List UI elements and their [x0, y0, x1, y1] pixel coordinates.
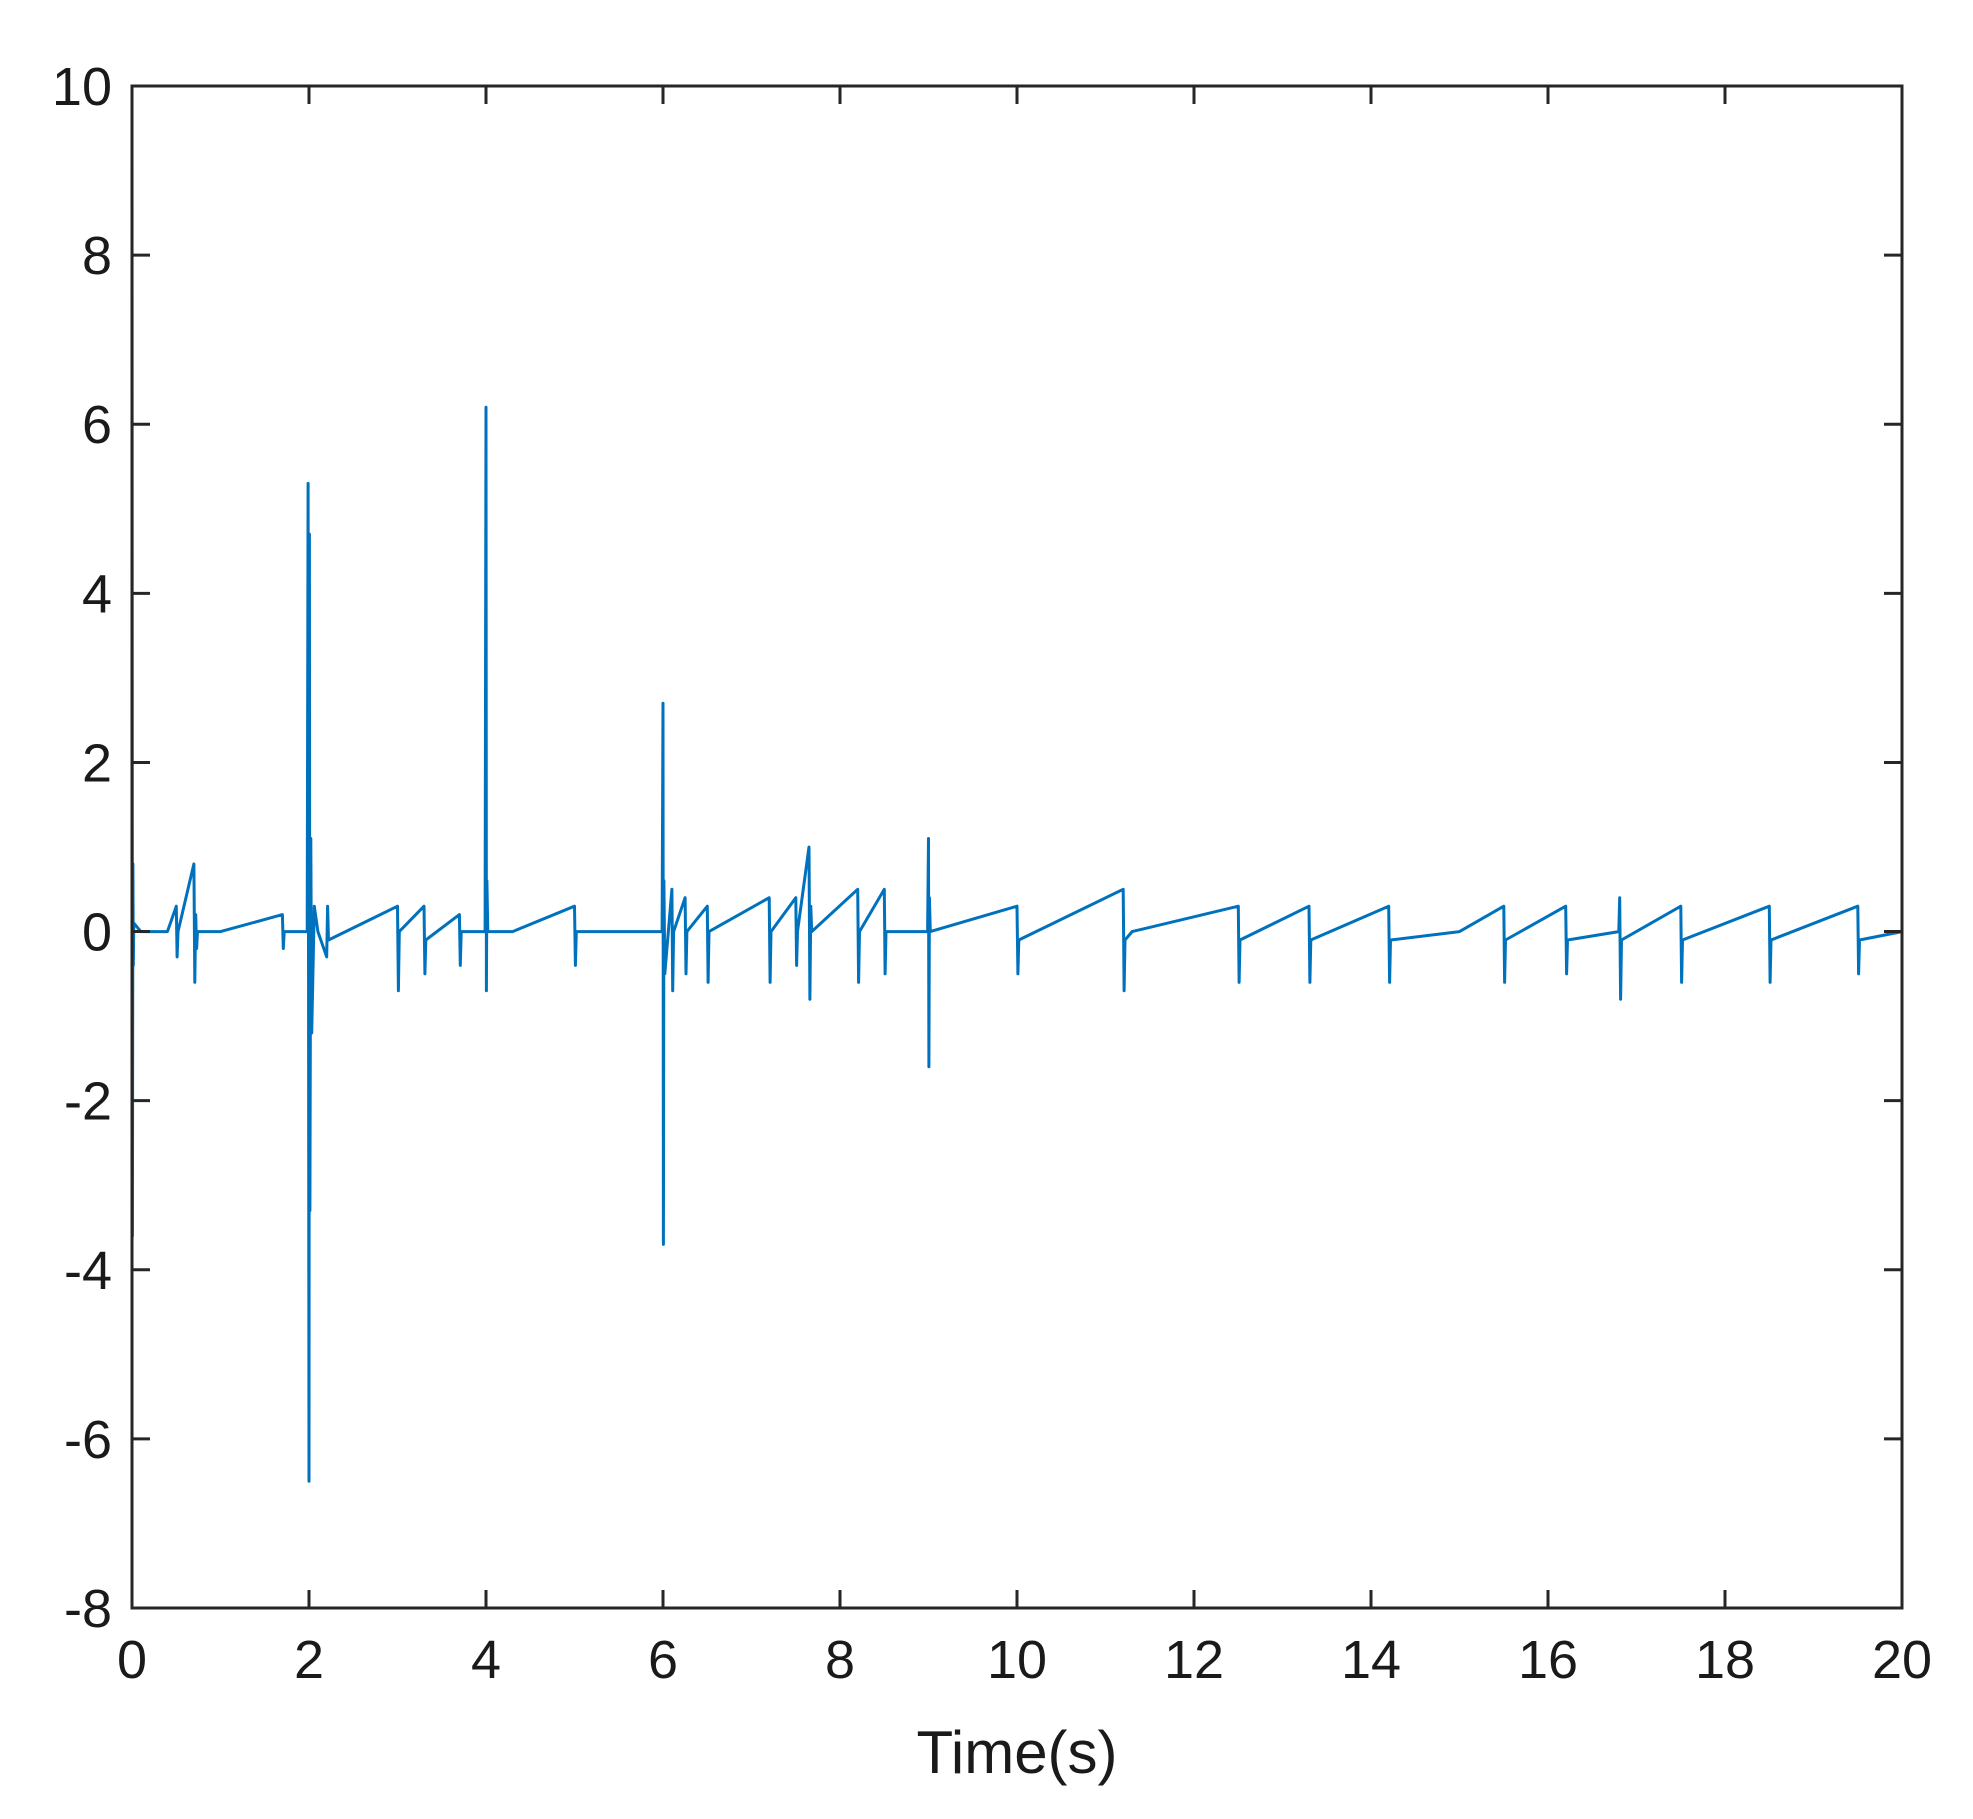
plot-area: [132, 86, 1902, 1608]
ticks-layer: [130, 84, 1904, 1610]
x-tick-label: 8: [825, 1630, 855, 1690]
x-tick-label: 4: [471, 1630, 501, 1690]
x-tick-label: 2: [294, 1630, 324, 1690]
y-tick-label: 0: [82, 903, 112, 963]
x-tick-label: 20: [1872, 1630, 1932, 1690]
y-tick-label: 6: [82, 395, 112, 455]
y-tick-label: -2: [64, 1072, 112, 1132]
y-tick-label: -4: [64, 1241, 112, 1301]
y-tick-label: -8: [64, 1579, 112, 1639]
y-tick-label: 4: [82, 564, 112, 624]
series-line-0: [130, 145, 1903, 1483]
x-axis-label: Time(s): [916, 1719, 1117, 1786]
x-tick-label: 12: [1164, 1630, 1224, 1690]
labels-layer: 0 2 4 6 8 10 12 14 16 18 20 -8 -6 -4 -2 0 2 4 6 8 10: [52, 57, 1932, 1690]
x-tick-label: 18: [1695, 1630, 1755, 1690]
x-tick-label: 6: [648, 1630, 678, 1690]
x-tick-label: 0: [117, 1630, 147, 1690]
y-tick-label: -6: [64, 1410, 112, 1470]
series-layer: [130, 145, 1903, 1483]
x-tick-label: 16: [1518, 1630, 1578, 1690]
y-tick-label: 2: [82, 733, 112, 793]
x-tick-label: 14: [1341, 1630, 1401, 1690]
y-tick-label: 10: [52, 57, 112, 117]
y-tick-label: 8: [82, 226, 112, 286]
x-tick-label: 10: [987, 1630, 1047, 1690]
